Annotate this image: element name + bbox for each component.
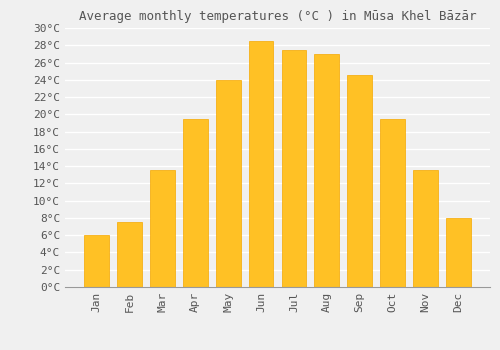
- Bar: [446, 218, 470, 287]
- Title: Average monthly temperatures (°C ) in Mūsa Khel Bāzār: Average monthly temperatures (°C ) in Mū…: [79, 10, 476, 23]
- Bar: [183, 119, 208, 287]
- Bar: [150, 170, 174, 287]
- Bar: [117, 222, 142, 287]
- Bar: [348, 76, 372, 287]
- Bar: [413, 170, 438, 287]
- Bar: [248, 41, 274, 287]
- Bar: [216, 80, 240, 287]
- Bar: [314, 54, 339, 287]
- Bar: [282, 50, 306, 287]
- Bar: [84, 235, 109, 287]
- Bar: [380, 119, 405, 287]
